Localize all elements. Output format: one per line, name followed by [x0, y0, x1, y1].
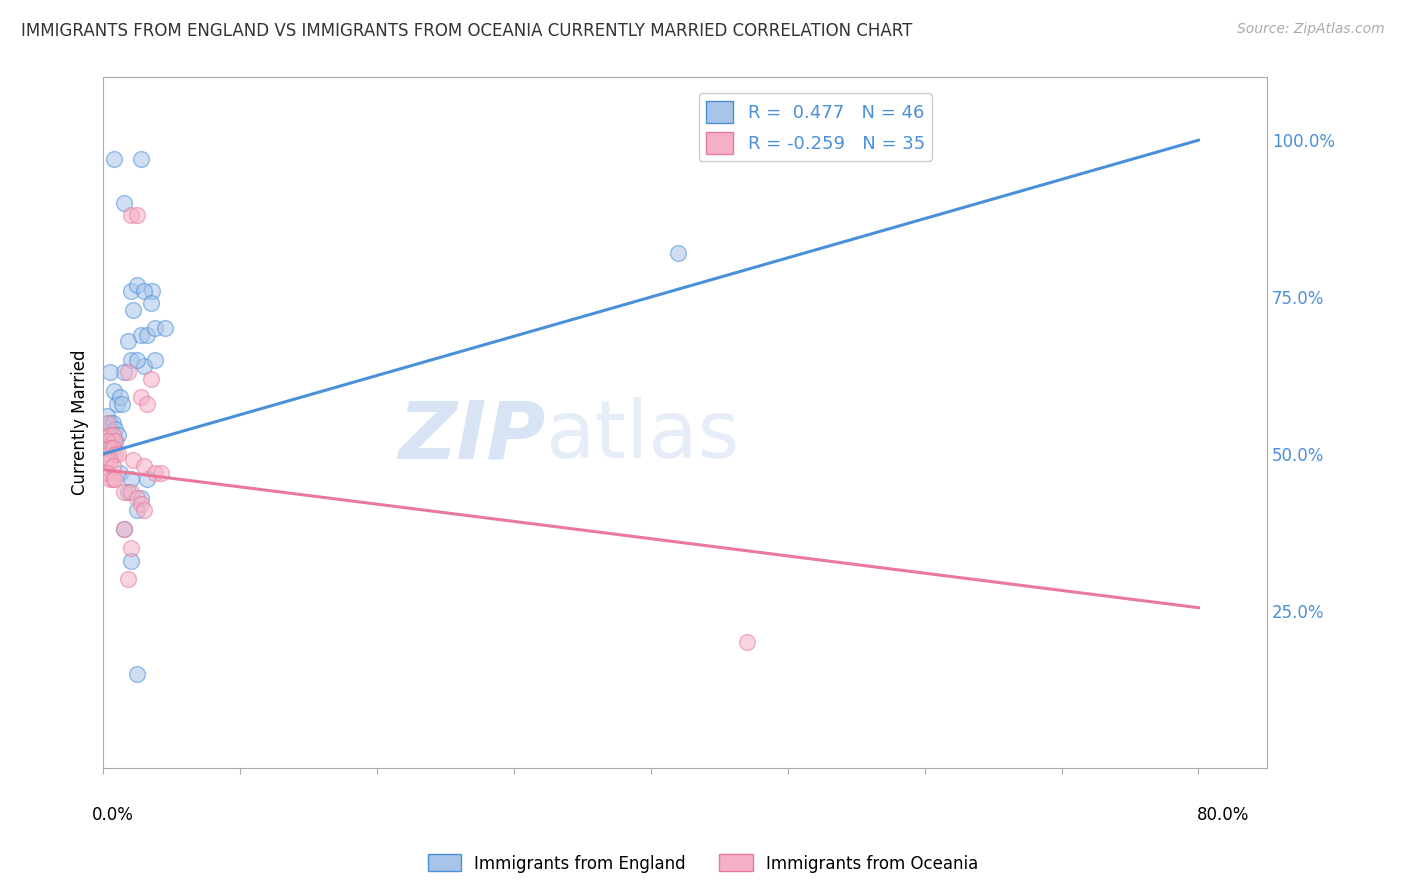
Point	[127, 352, 149, 367]
Point	[131, 497, 153, 511]
Point	[104, 472, 127, 486]
Point	[96, 428, 118, 442]
Point	[141, 284, 163, 298]
Point	[101, 434, 124, 449]
Point	[122, 453, 145, 467]
Point	[127, 209, 149, 223]
Point	[103, 384, 125, 399]
Text: IMMIGRANTS FROM ENGLAND VS IMMIGRANTS FROM OCEANIA CURRENTLY MARRIED CORRELATION: IMMIGRANTS FROM ENGLAND VS IMMIGRANTS FR…	[21, 22, 912, 40]
Point	[104, 447, 127, 461]
Point	[134, 284, 156, 298]
Point	[136, 472, 159, 486]
Point	[149, 466, 172, 480]
Point	[117, 334, 139, 348]
Point	[120, 484, 142, 499]
Point	[117, 365, 139, 379]
Point	[108, 391, 131, 405]
Point	[101, 428, 124, 442]
Point	[98, 434, 121, 449]
Point	[134, 459, 156, 474]
Point	[735, 635, 758, 649]
Point	[112, 522, 135, 536]
Legend: Immigrants from England, Immigrants from Oceania: Immigrants from England, Immigrants from…	[420, 847, 986, 880]
Point	[96, 409, 118, 424]
Point	[120, 284, 142, 298]
Text: ZIP: ZIP	[398, 397, 546, 475]
Point	[98, 453, 121, 467]
Point	[96, 453, 118, 467]
Point	[120, 352, 142, 367]
Point	[96, 441, 118, 455]
Point	[112, 196, 135, 211]
Point	[136, 397, 159, 411]
Text: 0.0%: 0.0%	[91, 805, 134, 823]
Point	[139, 296, 162, 310]
Point	[139, 371, 162, 385]
Legend: R =  0.477   N = 46, R = -0.259   N = 35: R = 0.477 N = 46, R = -0.259 N = 35	[699, 94, 932, 161]
Point	[153, 321, 176, 335]
Point	[120, 554, 142, 568]
Point	[131, 491, 153, 505]
Point	[98, 416, 121, 430]
Point	[131, 391, 153, 405]
Point	[105, 397, 128, 411]
Text: 80.0%: 80.0%	[1197, 805, 1250, 823]
Point	[98, 365, 121, 379]
Point	[107, 428, 129, 442]
Point	[127, 503, 149, 517]
Point	[96, 447, 118, 461]
Point	[117, 573, 139, 587]
Y-axis label: Currently Married: Currently Married	[72, 350, 89, 495]
Point	[96, 434, 118, 449]
Point	[112, 522, 135, 536]
Point	[96, 466, 118, 480]
Point	[120, 472, 142, 486]
Point	[143, 352, 166, 367]
Point	[104, 434, 127, 449]
Point	[112, 484, 135, 499]
Point	[127, 277, 149, 292]
Point	[134, 503, 156, 517]
Point	[134, 359, 156, 373]
Point	[112, 365, 135, 379]
Point	[104, 422, 127, 436]
Point	[98, 472, 121, 486]
Point	[104, 434, 127, 449]
Point	[101, 416, 124, 430]
Point	[120, 209, 142, 223]
Point	[98, 441, 121, 455]
Point	[127, 491, 149, 505]
Point	[98, 441, 121, 455]
Text: Source: ZipAtlas.com: Source: ZipAtlas.com	[1237, 22, 1385, 37]
Point	[143, 321, 166, 335]
Point	[101, 459, 124, 474]
Point	[131, 327, 153, 342]
Point	[120, 541, 142, 555]
Point	[131, 152, 153, 166]
Point	[117, 484, 139, 499]
Point	[101, 441, 124, 455]
Point	[136, 327, 159, 342]
Point	[103, 152, 125, 166]
Point	[101, 472, 124, 486]
Point	[122, 302, 145, 317]
Point	[108, 466, 131, 480]
Point	[107, 447, 129, 461]
Text: atlas: atlas	[546, 397, 740, 475]
Point	[98, 428, 121, 442]
Point	[96, 416, 118, 430]
Point	[127, 666, 149, 681]
Point	[666, 246, 689, 260]
Point	[111, 397, 134, 411]
Point	[143, 466, 166, 480]
